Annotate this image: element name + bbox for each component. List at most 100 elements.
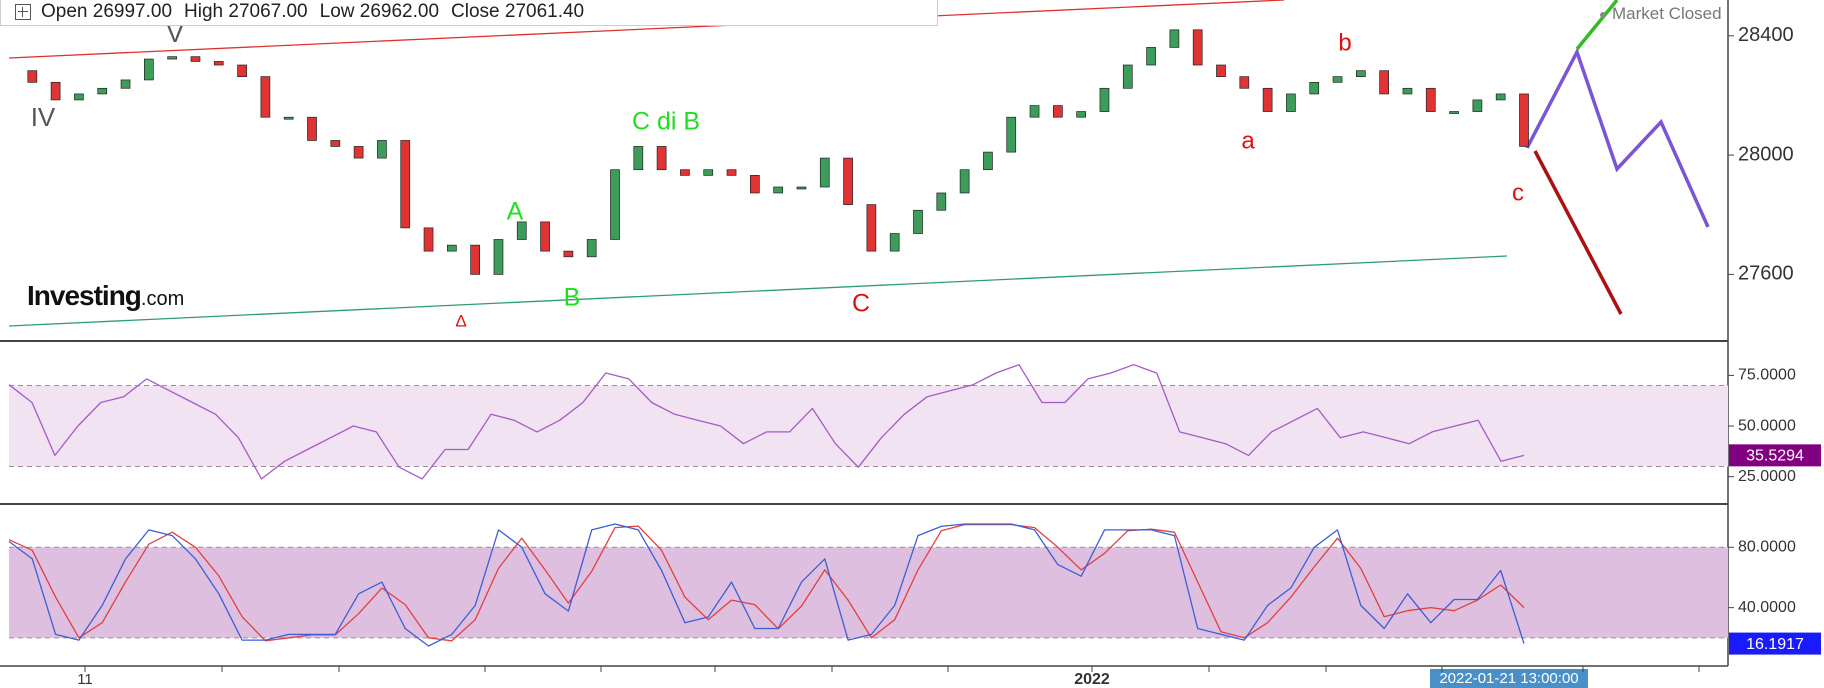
candle — [1262, 87, 1273, 112]
ohlc-item: Low 26962.00 — [320, 1, 439, 23]
ohlc-item: Close 27061.40 — [451, 1, 584, 23]
indicator-line — [8, 364, 1525, 480]
indicator-line — [8, 523, 1525, 642]
candle — [1029, 105, 1040, 118]
candle — [796, 186, 807, 190]
label: Low — [319, 1, 355, 22]
y-tick-label: 28000 — [1738, 143, 1794, 165]
x-tick-label: 2022 — [1074, 671, 1110, 688]
candle — [1239, 76, 1250, 89]
logo: Investing.com — [27, 280, 184, 312]
candle — [680, 169, 690, 176]
y-tick-label: 75.0000 — [1738, 367, 1796, 384]
candle — [610, 169, 620, 240]
logo-text: .com — [140, 288, 185, 310]
candle — [1076, 111, 1087, 118]
market-status: Market Closed — [1600, 4, 1722, 24]
wave-label: IV — [31, 102, 56, 132]
candle — [959, 169, 970, 194]
candle — [1286, 93, 1296, 112]
candle — [1449, 111, 1459, 114]
wave-label: Δ — [455, 311, 466, 330]
value-tag — [1729, 444, 1821, 467]
candle — [260, 76, 271, 118]
candle — [446, 244, 457, 252]
ohlc-item: High 27067.00 — [184, 1, 308, 23]
value: 27067.00 — [228, 1, 308, 22]
candle — [493, 239, 504, 275]
wave-label: A — [507, 198, 524, 226]
candle — [913, 209, 923, 234]
wave-label: a — [1241, 127, 1255, 154]
candle — [1425, 87, 1436, 112]
candle — [1192, 29, 1203, 66]
candle — [213, 61, 224, 66]
candle — [843, 157, 853, 205]
y-tick-label: 27600 — [1738, 263, 1794, 285]
value-tag-label: 16.1917 — [1746, 636, 1804, 653]
candle — [749, 175, 760, 194]
candle — [50, 81, 61, 101]
ohlc-header: Open 26997.00 High 27067.00 Low 26962.00… — [0, 0, 938, 26]
candle — [1122, 64, 1133, 89]
trend-line — [8, 255, 1508, 327]
candle — [1216, 64, 1226, 77]
candle — [283, 116, 294, 120]
wave-label: b — [1338, 29, 1351, 56]
candle — [516, 221, 527, 240]
candle — [726, 169, 737, 176]
candle — [703, 169, 714, 176]
x-tick-label: 11 — [77, 671, 93, 688]
candle — [330, 140, 341, 147]
candle — [1309, 81, 1320, 95]
cursor-label: 2022-01-21 13:00:00 — [1439, 670, 1578, 687]
candle — [1355, 70, 1366, 77]
projection — [1533, 150, 1623, 315]
candle — [586, 239, 597, 258]
candle — [656, 146, 667, 171]
band — [9, 385, 1728, 467]
candle — [27, 70, 38, 83]
candle — [1495, 93, 1506, 101]
candle — [143, 58, 154, 81]
candle — [1052, 105, 1063, 118]
candle — [983, 151, 993, 171]
candle — [377, 140, 387, 159]
candle — [74, 93, 84, 101]
candle — [307, 116, 317, 141]
wave-label: c — [1512, 179, 1524, 206]
candle — [237, 64, 247, 77]
candle — [819, 157, 830, 188]
wave-label: C di B — [632, 108, 700, 136]
logo-text: Investing — [27, 280, 142, 311]
candle — [1332, 76, 1343, 83]
value-tag-label: 35.5294 — [1746, 448, 1804, 465]
trend-line — [8, 0, 1285, 59]
candle — [540, 221, 550, 252]
candle — [167, 56, 178, 60]
candle — [1006, 116, 1017, 153]
candle — [866, 204, 877, 252]
candle — [400, 140, 411, 229]
y-tick-label: 25.0000 — [1738, 468, 1796, 485]
band — [9, 547, 1728, 638]
wave-label: B — [564, 284, 581, 312]
candle — [1146, 47, 1156, 66]
value: 26962.00 — [359, 1, 440, 22]
candle — [190, 56, 201, 62]
indicator-line — [8, 523, 1525, 647]
expand-icon[interactable] — [15, 4, 31, 20]
y-tick-label: 28400 — [1738, 24, 1794, 46]
candle — [1099, 87, 1110, 112]
y-tick-label: 80.0000 — [1738, 538, 1796, 555]
label: Open — [41, 1, 88, 22]
wave-label: C — [852, 290, 870, 318]
candle — [1379, 70, 1390, 95]
candle — [773, 186, 784, 194]
value-tag — [1729, 632, 1821, 655]
candle — [1169, 29, 1180, 48]
value: 27061.40 — [504, 1, 585, 22]
candle — [120, 79, 131, 89]
